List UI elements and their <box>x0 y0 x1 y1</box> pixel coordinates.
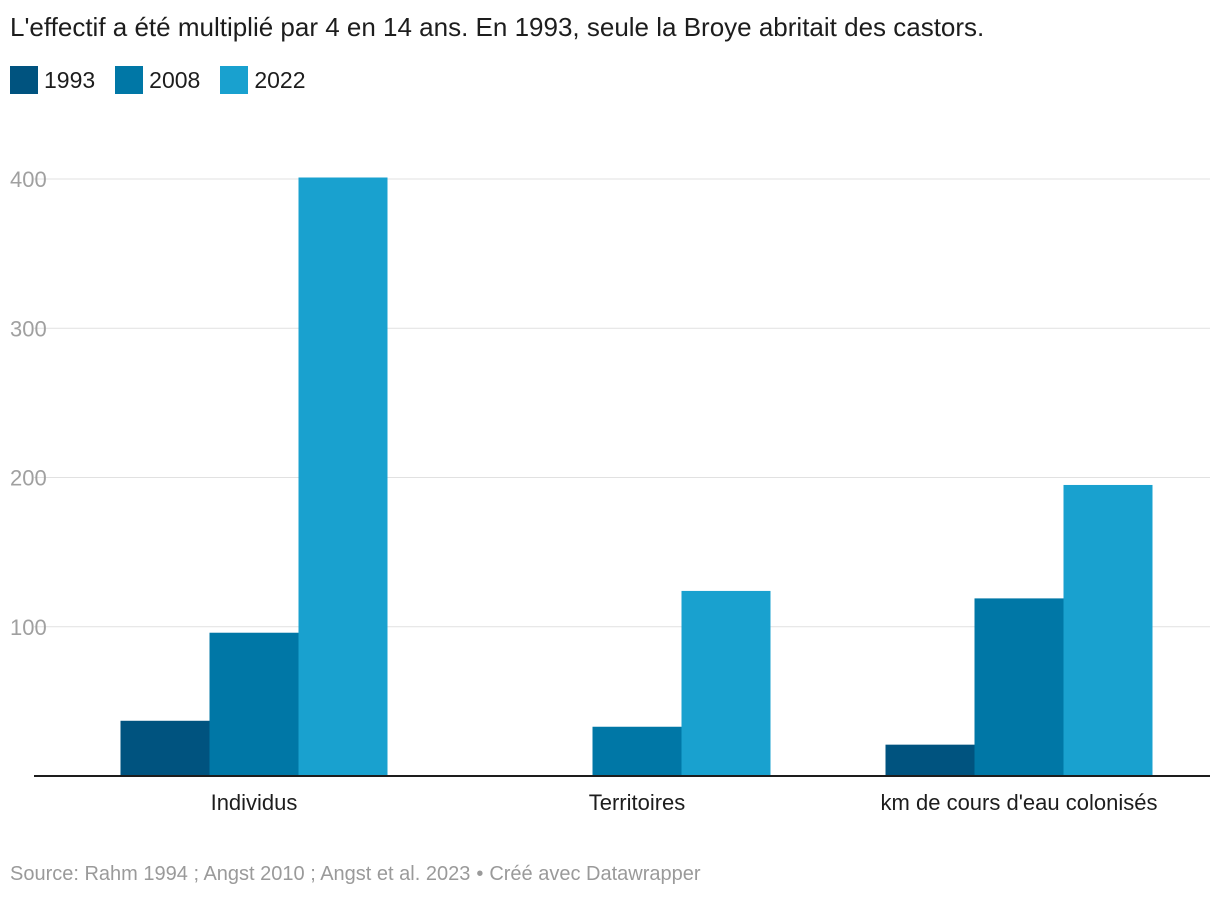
source-credit: Créé avec Datawrapper <box>489 863 701 885</box>
legend-swatch-2008 <box>115 66 144 94</box>
source-separator: • <box>476 863 484 885</box>
bar-2008 <box>974 598 1064 776</box>
bar-2008 <box>209 632 299 776</box>
chart-title: L'effectif a été multiplié par 4 en 14 a… <box>10 12 985 42</box>
legend-label-2022: 2022 <box>254 67 306 93</box>
x-category-label: Territoires <box>589 790 686 815</box>
bar-2022 <box>298 177 388 776</box>
legend-swatch-2022 <box>220 66 249 94</box>
x-category-label: Individus <box>211 790 298 815</box>
legend-swatch-1993 <box>10 66 38 94</box>
legend-label-1993: 1993 <box>44 67 96 93</box>
legend-label-2008: 2008 <box>149 67 201 93</box>
bar-1993 <box>120 720 210 776</box>
bar-1993 <box>885 744 975 776</box>
bar-2008 <box>592 726 682 776</box>
legend-item-2022: 2022 <box>220 66 306 94</box>
bar-2022 <box>681 590 771 776</box>
y-tick-label: 300 <box>10 316 47 341</box>
y-tick-label: 400 <box>10 167 47 192</box>
legend-item-1993: 1993 <box>10 66 95 94</box>
x-category-label: km de cours d'eau colonisés <box>881 790 1158 815</box>
y-tick-label: 100 <box>10 615 47 640</box>
source-note: Source: Rahm 1994 ; Angst 2010 ; Angst e… <box>10 861 701 887</box>
source-text: Source: Rahm 1994 ; Angst 2010 ; Angst e… <box>10 863 471 885</box>
legend-item-2008: 2008 <box>115 66 200 94</box>
y-tick-label: 200 <box>10 466 47 491</box>
bar-2022 <box>1063 484 1153 776</box>
legend: 1993 2008 2022 <box>10 66 326 94</box>
